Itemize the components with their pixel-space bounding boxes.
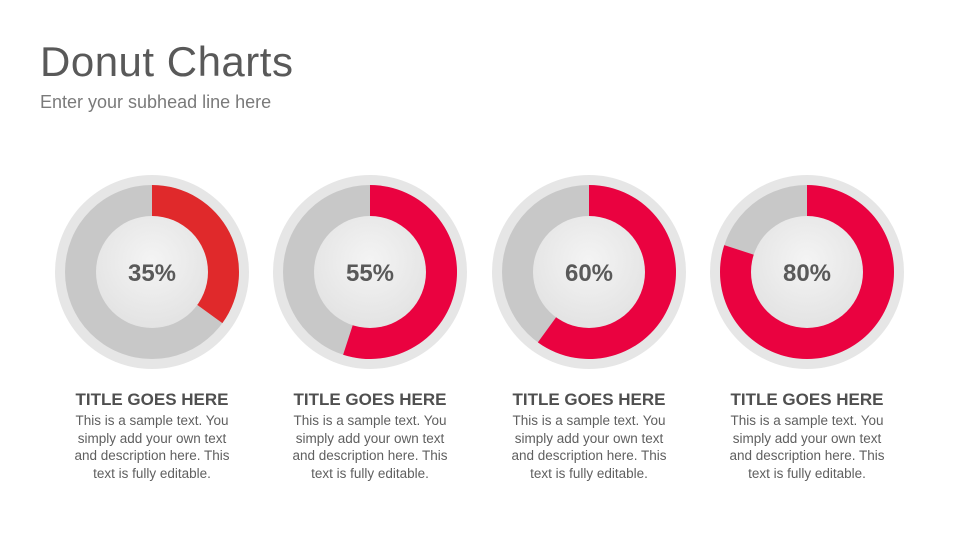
page-subhead: Enter your subhead line here xyxy=(40,92,272,112)
donut-percent-label: 55% xyxy=(346,260,394,287)
card-title-1: TITLE GOES HERE xyxy=(75,390,229,409)
donut-chart-4: 80% xyxy=(710,175,904,369)
card-description-1: This is a sample text. You simply add yo… xyxy=(74,413,230,481)
card-description-2: This is a sample text. You simply add yo… xyxy=(292,413,448,481)
donut-percent-label: 60% xyxy=(565,260,613,287)
donut-panel-3: 60% TITLE GOES HERE This is a sample tex… xyxy=(479,175,699,495)
card-description-3: This is a sample text. You simply add yo… xyxy=(511,413,667,481)
donut-center xyxy=(751,216,863,328)
donut-panel-2: 55% TITLE GOES HERE This is a sample tex… xyxy=(260,175,480,495)
card-title-2: TITLE GOES HERE xyxy=(293,390,447,409)
donut-center xyxy=(96,216,208,328)
page-title: Donut Charts xyxy=(40,38,294,85)
donut-chart-3: 60% xyxy=(492,175,686,369)
donut-percent-label: 80% xyxy=(783,260,831,287)
donut-panel-1: 35% TITLE GOES HERE This is a sample tex… xyxy=(42,175,262,495)
card-title-4: TITLE GOES HERE xyxy=(730,390,884,409)
card-title-3: TITLE GOES HERE xyxy=(512,390,666,409)
donut-center xyxy=(533,216,645,328)
donut-chart-1: 35% xyxy=(55,175,249,369)
donut-panel-4: 80% TITLE GOES HERE This is a sample tex… xyxy=(697,175,917,495)
card-description-4: This is a sample text. You simply add yo… xyxy=(729,413,885,481)
donut-percent-label: 35% xyxy=(128,260,176,287)
donut-center xyxy=(314,216,426,328)
donut-chart-2: 55% xyxy=(273,175,467,369)
